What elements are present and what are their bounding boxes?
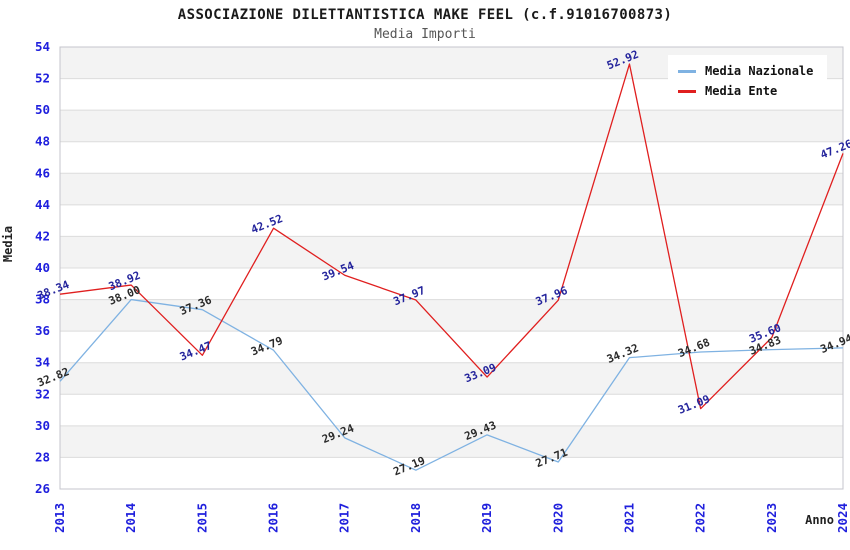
svg-text:40: 40 <box>35 260 50 275</box>
legend-label-media-ente: Media Ente <box>705 84 778 98</box>
svg-text:2021: 2021 <box>621 503 636 533</box>
legend-swatch-media-nazionale <box>678 69 696 73</box>
svg-text:36: 36 <box>35 323 50 338</box>
legend-label-media-nazionale: Media Nazionale <box>705 64 814 78</box>
svg-text:46: 46 <box>35 165 50 180</box>
svg-text:54: 54 <box>35 39 50 54</box>
svg-text:44: 44 <box>35 197 50 212</box>
svg-text:34: 34 <box>35 355 50 370</box>
svg-text:2013: 2013 <box>52 503 67 533</box>
x-axis-label: Anno <box>805 513 834 527</box>
svg-text:2022: 2022 <box>693 503 708 533</box>
y-axis-label: Media <box>1 225 15 263</box>
svg-text:38: 38 <box>35 292 50 307</box>
svg-text:50: 50 <box>35 102 50 117</box>
svg-text:2024: 2024 <box>835 503 850 533</box>
svg-text:2020: 2020 <box>550 503 565 533</box>
line-media-nazionale <box>59 298 844 471</box>
legend-swatch-media-ente <box>678 89 696 93</box>
line-media-ente <box>59 63 844 410</box>
svg-text:42: 42 <box>35 228 50 243</box>
svg-text:28: 28 <box>35 449 50 464</box>
svg-text:26: 26 <box>35 481 50 496</box>
svg-text:2017: 2017 <box>337 503 352 533</box>
x-tick-labels: 2013 2014 2015 2016 2017 2018 2019 2020 2021 2022… <box>52 503 850 533</box>
legend-item-media-ente: Media Ente <box>678 81 813 101</box>
svg-text:2018: 2018 <box>408 503 423 533</box>
svg-text:52: 52 <box>35 71 50 86</box>
svg-text:2019: 2019 <box>479 503 494 533</box>
svg-text:2014: 2014 <box>123 503 138 533</box>
chart-title: ASSOCIAZIONE DILETTANTISTICA MAKE FEEL (… <box>177 7 673 23</box>
svg-text:2016: 2016 <box>266 503 281 533</box>
svg-text:30: 30 <box>35 418 50 433</box>
chart-subtitle: Media Importi <box>374 27 476 42</box>
svg-text:32: 32 <box>35 386 50 401</box>
legend: Media Nazionale Media Ente <box>668 55 828 107</box>
y-tick-labels: 26 28 30 32 34 36 38 40 42 44 46 48 50 52 54 <box>35 39 50 496</box>
plot-bands <box>60 47 843 489</box>
svg-text:2015: 2015 <box>194 503 209 533</box>
svg-text:48: 48 <box>35 134 50 149</box>
plot-border <box>59 46 844 490</box>
legend-item-media-nazionale: Media Nazionale <box>678 61 813 81</box>
svg-text:2023: 2023 <box>764 503 779 533</box>
